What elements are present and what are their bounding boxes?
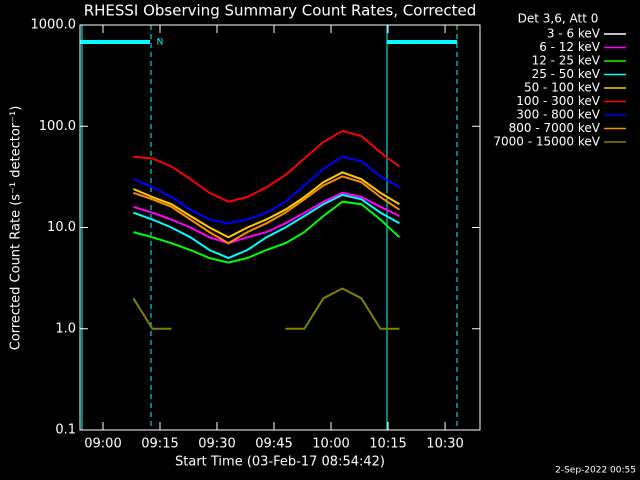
legend-label: 3 - 6 keV	[547, 27, 601, 41]
x-tick-label: 10:30	[426, 437, 463, 452]
series-line	[132, 287, 400, 330]
series-line	[133, 155, 400, 225]
series-line	[133, 175, 400, 245]
y-tick-label: 10.0	[47, 220, 76, 235]
annotation: N	[157, 38, 164, 48]
x-tick-label: 10:00	[312, 437, 349, 452]
footer: 2-Sep-2022 00:55	[555, 466, 636, 476]
x-tick-label: 09:30	[198, 437, 235, 452]
legend-label: 50 - 100 keV	[524, 81, 601, 95]
legend-label: 12 - 25 keV	[532, 54, 601, 68]
y-tick-label: 1000.0	[31, 18, 77, 33]
legend-label: 6 - 12 keV	[539, 40, 601, 54]
x-axis-label: Start Time (03-Feb-17 08:54:42)	[175, 455, 385, 470]
markers	[80, 25, 458, 430]
series-line	[133, 129, 400, 203]
x-tick-label: 09:00	[84, 437, 121, 452]
legend-label: 25 - 50 keV	[532, 67, 601, 81]
x-tick-label: 09:15	[141, 437, 178, 452]
series-line	[133, 200, 401, 264]
series-line	[133, 181, 400, 208]
plot-frame	[79, 24, 481, 431]
legend-label: 7000 - 15000 keV	[493, 135, 600, 149]
series-line	[133, 191, 400, 245]
y-tick-label: 1.0	[55, 321, 76, 336]
series-line	[133, 171, 400, 239]
y-axis-label: Corrected Count Rate (s⁻¹ detector⁻¹)	[9, 106, 24, 351]
legend-label: 800 - 7000 keV	[509, 121, 601, 135]
y-tick-label: 0.1	[55, 423, 76, 438]
legend-label: 300 - 800 keV	[516, 108, 600, 122]
x-tick-label: 10:15	[369, 437, 406, 452]
chart-title: RHESSI Observing Summary Count Rates, Co…	[84, 2, 477, 20]
x-tick-label: 09:45	[255, 437, 292, 452]
y-tick-label: 100.0	[39, 119, 76, 134]
legend-title: Det 3,6, Att 0	[518, 12, 599, 26]
legend-label: 100 - 300 keV	[516, 94, 600, 108]
series-line	[133, 193, 400, 260]
